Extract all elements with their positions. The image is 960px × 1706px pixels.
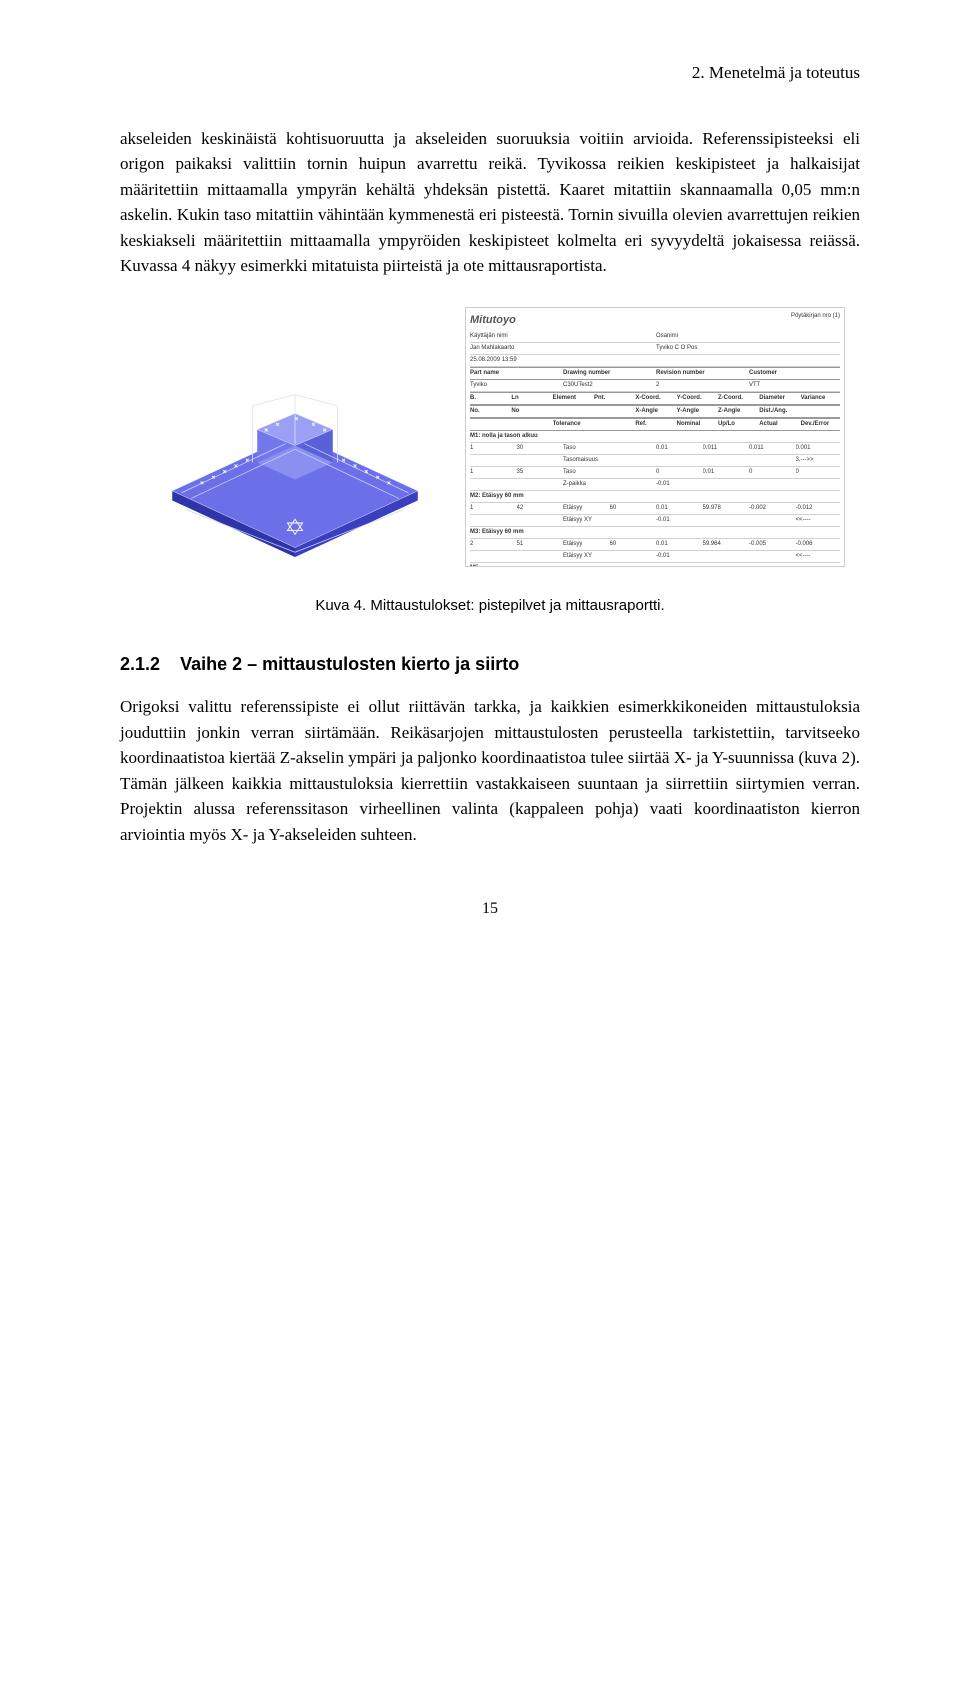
section-header: 2. Menetelmä ja toteutus — [120, 60, 860, 86]
figure-measurement-report: Mitutoyo Pöytäkirjan nro (1) Käyttäjän n… — [465, 307, 845, 567]
report-section-m1: M1: nolla ja tason alkuu — [470, 432, 840, 441]
report-corner: Pöytäkirjan nro (1) — [791, 312, 840, 332]
subsection-title: Vaihe 2 – mittaustulosten kierto ja siir… — [180, 654, 519, 674]
figure-caption: Kuva 4. Mittaustulokset: pistepilvet ja … — [120, 595, 860, 618]
report-section-m3: M3: Etäisyy 60 mm — [470, 528, 840, 537]
figure-render-pointcloud — [135, 307, 455, 567]
subsection-heading: 2.1.2 Vaihe 2 – mittaustulosten kierto j… — [120, 651, 860, 678]
page-number: 15 — [120, 897, 860, 921]
paragraph-1: akseleiden keskinäistä kohtisuoruutta ja… — [120, 126, 860, 279]
report-section-m2: M2: Etäisyy 60 mm — [470, 492, 840, 501]
figure-4: Mitutoyo Pöytäkirjan nro (1) Käyttäjän n… — [120, 307, 860, 567]
report-logo: Mitutoyo — [470, 312, 516, 329]
report-section-m5: M5 — [470, 564, 840, 567]
isometric-render-svg — [145, 387, 445, 557]
subsection-number: 2.1.2 — [120, 654, 160, 674]
paragraph-2: Origoksi valittu referenssipiste ei ollu… — [120, 694, 860, 847]
